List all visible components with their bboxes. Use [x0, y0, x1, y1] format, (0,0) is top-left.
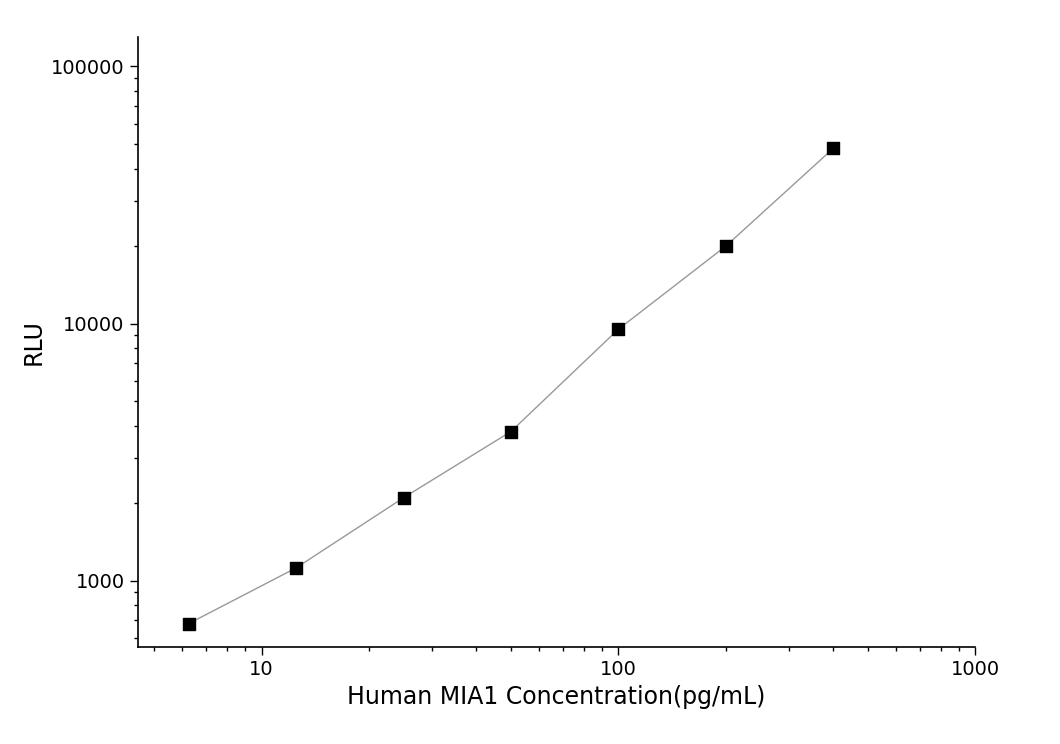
Y-axis label: RLU: RLU: [21, 319, 46, 365]
Point: [502, 426, 519, 437]
Point: [610, 324, 626, 336]
Point: [718, 240, 735, 252]
Point: [180, 618, 197, 629]
Point: [395, 492, 412, 504]
Point: [287, 562, 304, 574]
X-axis label: Human MIA1 Concentration(pg/mL): Human MIA1 Concentration(pg/mL): [348, 685, 765, 709]
Point: [825, 142, 842, 154]
